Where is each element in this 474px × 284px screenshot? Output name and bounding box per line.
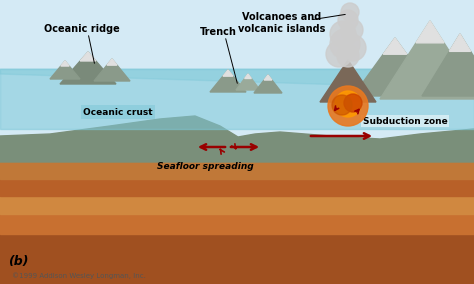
Circle shape (330, 29, 360, 59)
Text: Volcanoes and
volcanic islands: Volcanoes and volcanic islands (238, 12, 326, 34)
Polygon shape (223, 70, 233, 76)
Polygon shape (0, 172, 474, 196)
Polygon shape (383, 38, 407, 54)
Polygon shape (449, 34, 471, 51)
Polygon shape (264, 75, 272, 80)
Polygon shape (0, 209, 474, 234)
Text: Trench: Trench (200, 27, 237, 37)
Text: Oceanic crust: Oceanic crust (83, 108, 153, 116)
Polygon shape (80, 52, 96, 61)
Polygon shape (320, 60, 376, 102)
Circle shape (326, 41, 352, 67)
Polygon shape (0, 116, 474, 162)
Polygon shape (0, 229, 474, 284)
Text: (b): (b) (8, 256, 28, 268)
Polygon shape (107, 59, 117, 65)
Polygon shape (254, 75, 282, 93)
Polygon shape (50, 61, 80, 79)
Polygon shape (60, 52, 116, 84)
Circle shape (341, 19, 363, 41)
Text: ©1999 Addison Wesley Longman, Inc.: ©1999 Addison Wesley Longman, Inc. (12, 273, 146, 279)
Circle shape (328, 86, 368, 126)
Circle shape (332, 95, 352, 115)
Text: Oceanic ridge: Oceanic ridge (44, 24, 120, 34)
Polygon shape (380, 21, 474, 99)
Circle shape (340, 35, 366, 61)
Circle shape (341, 3, 359, 21)
Polygon shape (61, 61, 69, 66)
Circle shape (338, 10, 358, 30)
Polygon shape (236, 74, 260, 90)
Text: Seafloor spreading: Seafloor spreading (156, 162, 254, 170)
Polygon shape (210, 70, 246, 92)
Polygon shape (353, 38, 437, 96)
Circle shape (337, 45, 359, 67)
Circle shape (335, 91, 361, 117)
Polygon shape (0, 189, 474, 214)
Polygon shape (0, 69, 474, 89)
Polygon shape (416, 21, 444, 43)
Circle shape (344, 94, 362, 112)
Polygon shape (94, 59, 130, 81)
Polygon shape (422, 34, 474, 96)
Polygon shape (0, 69, 474, 129)
Polygon shape (0, 156, 474, 179)
Circle shape (330, 21, 356, 47)
Text: Subduction zone: Subduction zone (363, 116, 447, 126)
Polygon shape (245, 74, 251, 78)
